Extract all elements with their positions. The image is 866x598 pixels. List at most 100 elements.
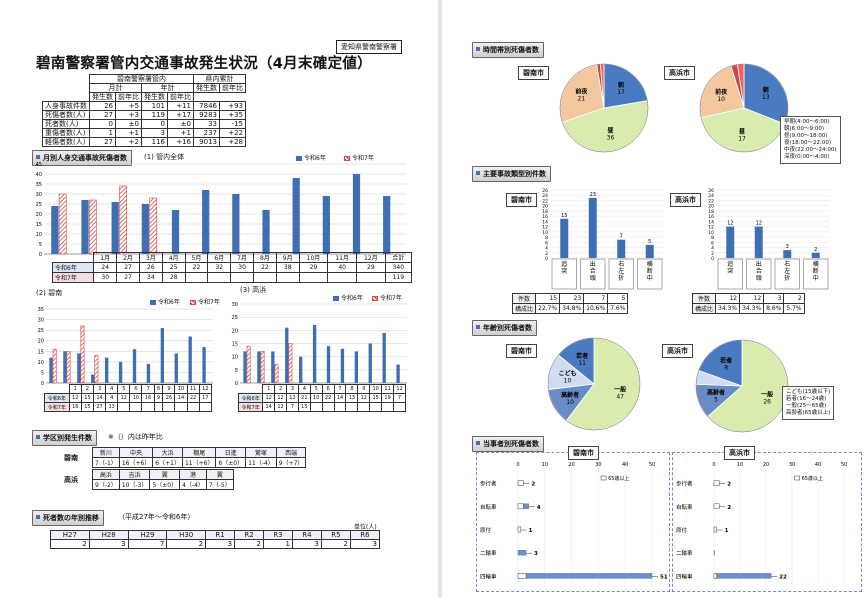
summary-table: 碧南警察署管内 県内累計 月計 年計 発生数 前年比 発生数 前年比 発生数 前年比 人身事故… <box>42 74 246 147</box>
month-cell: 27 <box>92 402 107 412</box>
month-cell <box>298 272 329 283</box>
deaths-table: H27 H28 H29 H30 R1 R2 R3 R4 R5 R6 2 3 7 2 3 2 1 3 2 3 <box>50 530 381 549</box>
pie-label: 一般 <box>614 386 627 394</box>
y-tick-label: 4 <box>545 246 548 252</box>
month-row: 令和6年 12 15 14 4 12 10 16 9 26 14 22 17 <box>44 393 213 403</box>
deaths-value: 2 <box>320 539 351 549</box>
y-tick-label: 0 <box>545 256 548 262</box>
pie-value: 36 <box>607 135 615 142</box>
month-cell: 29 <box>298 262 329 273</box>
y-tick-label: 12 <box>708 225 714 231</box>
x-tick-label: 50 <box>649 462 655 468</box>
month-cell <box>333 402 347 412</box>
bar-65 <box>517 480 524 486</box>
month-cell: 15 <box>369 393 383 403</box>
pie-label: 若者 <box>720 356 732 364</box>
types-row-label: 構成比 <box>691 303 717 314</box>
y-tick-label: 10 <box>38 360 44 366</box>
month-head: 4月 <box>161 252 186 263</box>
category-label: 原付 <box>676 526 688 534</box>
legend-swatch <box>600 475 607 481</box>
area-vals-row: 7（-1） 16（+6） 6（+1） 11（+6） 6（±0） 11（-4） 9（+7） <box>92 457 307 468</box>
timeband-legend-item: 昼(9:00～18:00) <box>784 133 828 139</box>
bar-65 <box>517 573 527 579</box>
summary-cell: +1 <box>167 128 194 138</box>
types-row-label: 件数 <box>691 293 717 304</box>
bar <box>77 353 81 383</box>
x-tick-label: 40 <box>815 462 821 468</box>
summary-row: 死傷者数(人) 27 +3 119 +17 9283 +35 <box>42 110 246 120</box>
timeband-legend-item: 早朝(4:00～6:00) <box>784 119 830 125</box>
pie-value: 47 <box>616 394 624 401</box>
month-head: 5月 <box>184 252 209 263</box>
y-tick-label: 2 <box>545 251 548 257</box>
types-row-label: 構成比 <box>511 303 537 314</box>
y-tick-label: 15 <box>232 342 238 348</box>
bar <box>517 549 527 556</box>
legend-label: 令和7年 <box>380 295 402 302</box>
pie-value: 10 <box>566 399 574 406</box>
x-tick-label: 10 <box>542 462 548 468</box>
area-name: 吉浜 <box>118 469 151 480</box>
summary-head-month: 月計 <box>89 83 142 93</box>
area-name: 翼 <box>149 469 181 480</box>
area-value: 10（-3） <box>118 479 151 490</box>
month-cell <box>198 402 213 412</box>
y-tick-label: 20 <box>708 204 714 210</box>
bar <box>383 196 391 254</box>
bar <box>171 210 180 254</box>
month-head: 3 <box>286 384 299 394</box>
bar <box>285 327 289 383</box>
area-name: 鷲塚 <box>245 447 277 458</box>
types-pct: 7.6% <box>607 303 629 314</box>
legend-r7-label: 令和7年 <box>352 155 374 162</box>
area-name: 翼 <box>205 469 234 480</box>
month-cell: 17 <box>198 393 213 403</box>
bar-value: 3 <box>534 551 538 557</box>
timeband-legend: 早朝(4:00～6:00) 朝(6:00～9:00) 昼(9:00～18:00) 夜(… <box>780 116 841 164</box>
month-cell: 9 <box>153 393 164 403</box>
month-head: 1 <box>68 384 82 394</box>
pie-value: 17 <box>738 135 746 142</box>
bar <box>260 351 265 384</box>
month-row-label: 令和7年 <box>51 272 95 283</box>
deaths-year: R3 <box>263 530 293 540</box>
page-title: 碧南警察署管内交通事故発生状況（4月末確定値） <box>36 56 372 72</box>
x-tick-label: 20 <box>568 462 574 468</box>
month-header-row: 1 2 3 4 5 6 7 8 9 10 11 12 <box>45 384 213 394</box>
month-cell <box>355 272 386 283</box>
area-value: 6（+1） <box>152 457 183 468</box>
area-names-row: 新川 中央 大浜 棚尾 日進 鷲塚 西端 <box>92 447 307 458</box>
ages-legend-item: 高齢者(65歳以上) <box>786 410 831 416</box>
category-label: 突 <box>561 267 567 275</box>
types-pct-row: 構成比 34.3% 34.3% 8.6% 5.7% <box>691 303 805 314</box>
month-cell <box>327 272 357 283</box>
area-takahama-label: 高浜 <box>64 476 78 484</box>
bar <box>352 174 361 254</box>
summary-cell: -15 <box>219 119 246 129</box>
bar <box>292 178 300 254</box>
category-box <box>746 258 772 290</box>
month-cell: 22 <box>252 262 277 273</box>
summary-cell: +5 <box>115 101 142 111</box>
month-head: 4 <box>297 384 311 394</box>
month-head: 8月 <box>252 252 277 263</box>
bar <box>262 210 270 254</box>
category-label: 横 <box>813 260 819 268</box>
pie-value: 21 <box>578 95 586 102</box>
bar <box>354 351 359 383</box>
pie-value: 8 <box>724 364 728 371</box>
bar <box>94 355 99 384</box>
bar <box>111 202 119 254</box>
mode-city2: 高浜市 <box>724 446 755 460</box>
bar <box>246 345 251 384</box>
x-tick-label: 20 <box>763 462 769 468</box>
x-tick-label: 10 <box>737 462 743 468</box>
types-pct: 22.7% <box>535 303 561 314</box>
summary-cell: 237 <box>193 128 220 138</box>
legend-r6-label: 令和6年 <box>304 155 326 162</box>
month-head: 3 <box>92 384 107 394</box>
